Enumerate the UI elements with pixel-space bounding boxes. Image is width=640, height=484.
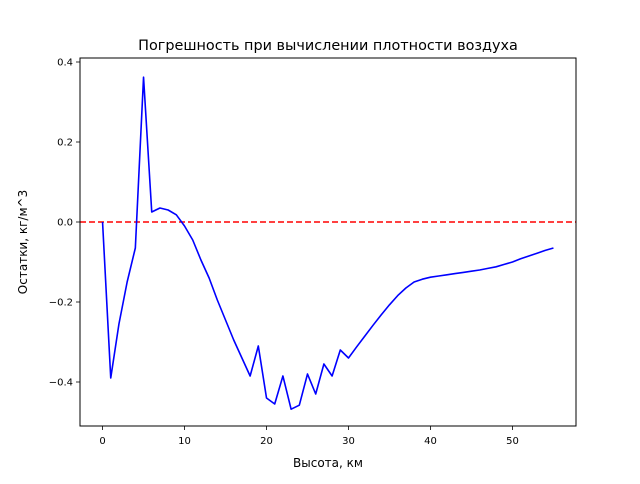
y-axis-label: Остатки, кг/м^3 — [16, 190, 30, 294]
x-axis-ticks: 0 10 20 30 40 50 — [99, 426, 519, 447]
y-tick-label: 0.4 — [57, 58, 73, 69]
x-tick-label: 50 — [506, 436, 519, 447]
axes-frame — [79, 57, 577, 427]
x-tick-label: 10 — [178, 436, 191, 447]
x-tick-label: 40 — [424, 436, 437, 447]
y-tick-label: −0.2 — [49, 298, 73, 309]
series-line — [101, 76, 554, 410]
y-tick-label: 0.0 — [57, 218, 73, 229]
x-axis-label: Высота, км — [293, 456, 363, 470]
plot-area — [79, 57, 577, 427]
y-tick-label: 0.2 — [57, 138, 73, 149]
x-tick-label: 20 — [260, 436, 273, 447]
y-axis-ticks: −0.4 −0.2 0.0 0.2 0.4 — [49, 58, 80, 389]
x-tick-label: 0 — [99, 436, 105, 447]
chart-title: Погрешность при вычислении плотности воз… — [138, 38, 518, 54]
x-tick-label: 30 — [342, 436, 355, 447]
y-tick-label: −0.4 — [49, 378, 73, 389]
